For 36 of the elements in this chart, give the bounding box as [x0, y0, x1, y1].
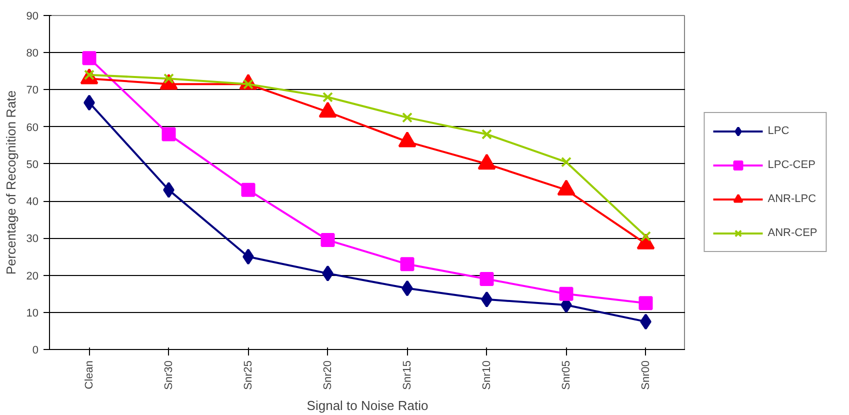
- point: [402, 112, 412, 123]
- point: [482, 129, 492, 140]
- point: [322, 92, 333, 102]
- point: [480, 272, 494, 286]
- x-tick-label: Snr05: [560, 360, 572, 390]
- point: [241, 182, 256, 197]
- y-tick-label: 0: [32, 344, 39, 356]
- y-tick-label: 10: [26, 307, 39, 320]
- x-tick-label: Snr10: [480, 360, 493, 390]
- legend-label: ANR-CEP: [768, 227, 818, 239]
- legend-label: ANR-LPC: [768, 193, 816, 205]
- y-axis-title: Percentage of Recognition Rate: [3, 90, 18, 275]
- y-tick-label: 90: [26, 10, 39, 22]
- y-tick-label: 60: [26, 122, 39, 134]
- x-tick-label: Snr20: [322, 360, 334, 390]
- y-tick-label: 30: [26, 233, 39, 246]
- point: [400, 257, 414, 272]
- point: [82, 51, 96, 66]
- point: [162, 127, 176, 142]
- x-axis-title: Signal to Noise Ratio: [306, 398, 428, 413]
- point: [638, 296, 653, 310]
- x-tick-label: Snr15: [401, 360, 414, 390]
- x-tick-label: Snr25: [242, 360, 254, 390]
- point: [561, 156, 572, 168]
- y-tick-label: 40: [26, 196, 39, 208]
- y-tick-label: 80: [26, 48, 39, 60]
- point: [559, 286, 574, 301]
- x-tick-label: Snr30: [162, 360, 175, 390]
- point: [320, 233, 335, 248]
- y-tick-label: 70: [26, 84, 39, 97]
- x-tick-label: Clean: [83, 360, 96, 390]
- y-tick-label: 50: [26, 158, 39, 171]
- legend-label: LPC-CEP: [768, 159, 816, 171]
- legend-label: LPC: [768, 125, 790, 137]
- x-tick-label: Snr00: [640, 360, 652, 390]
- y-tick-label: 20: [26, 270, 39, 282]
